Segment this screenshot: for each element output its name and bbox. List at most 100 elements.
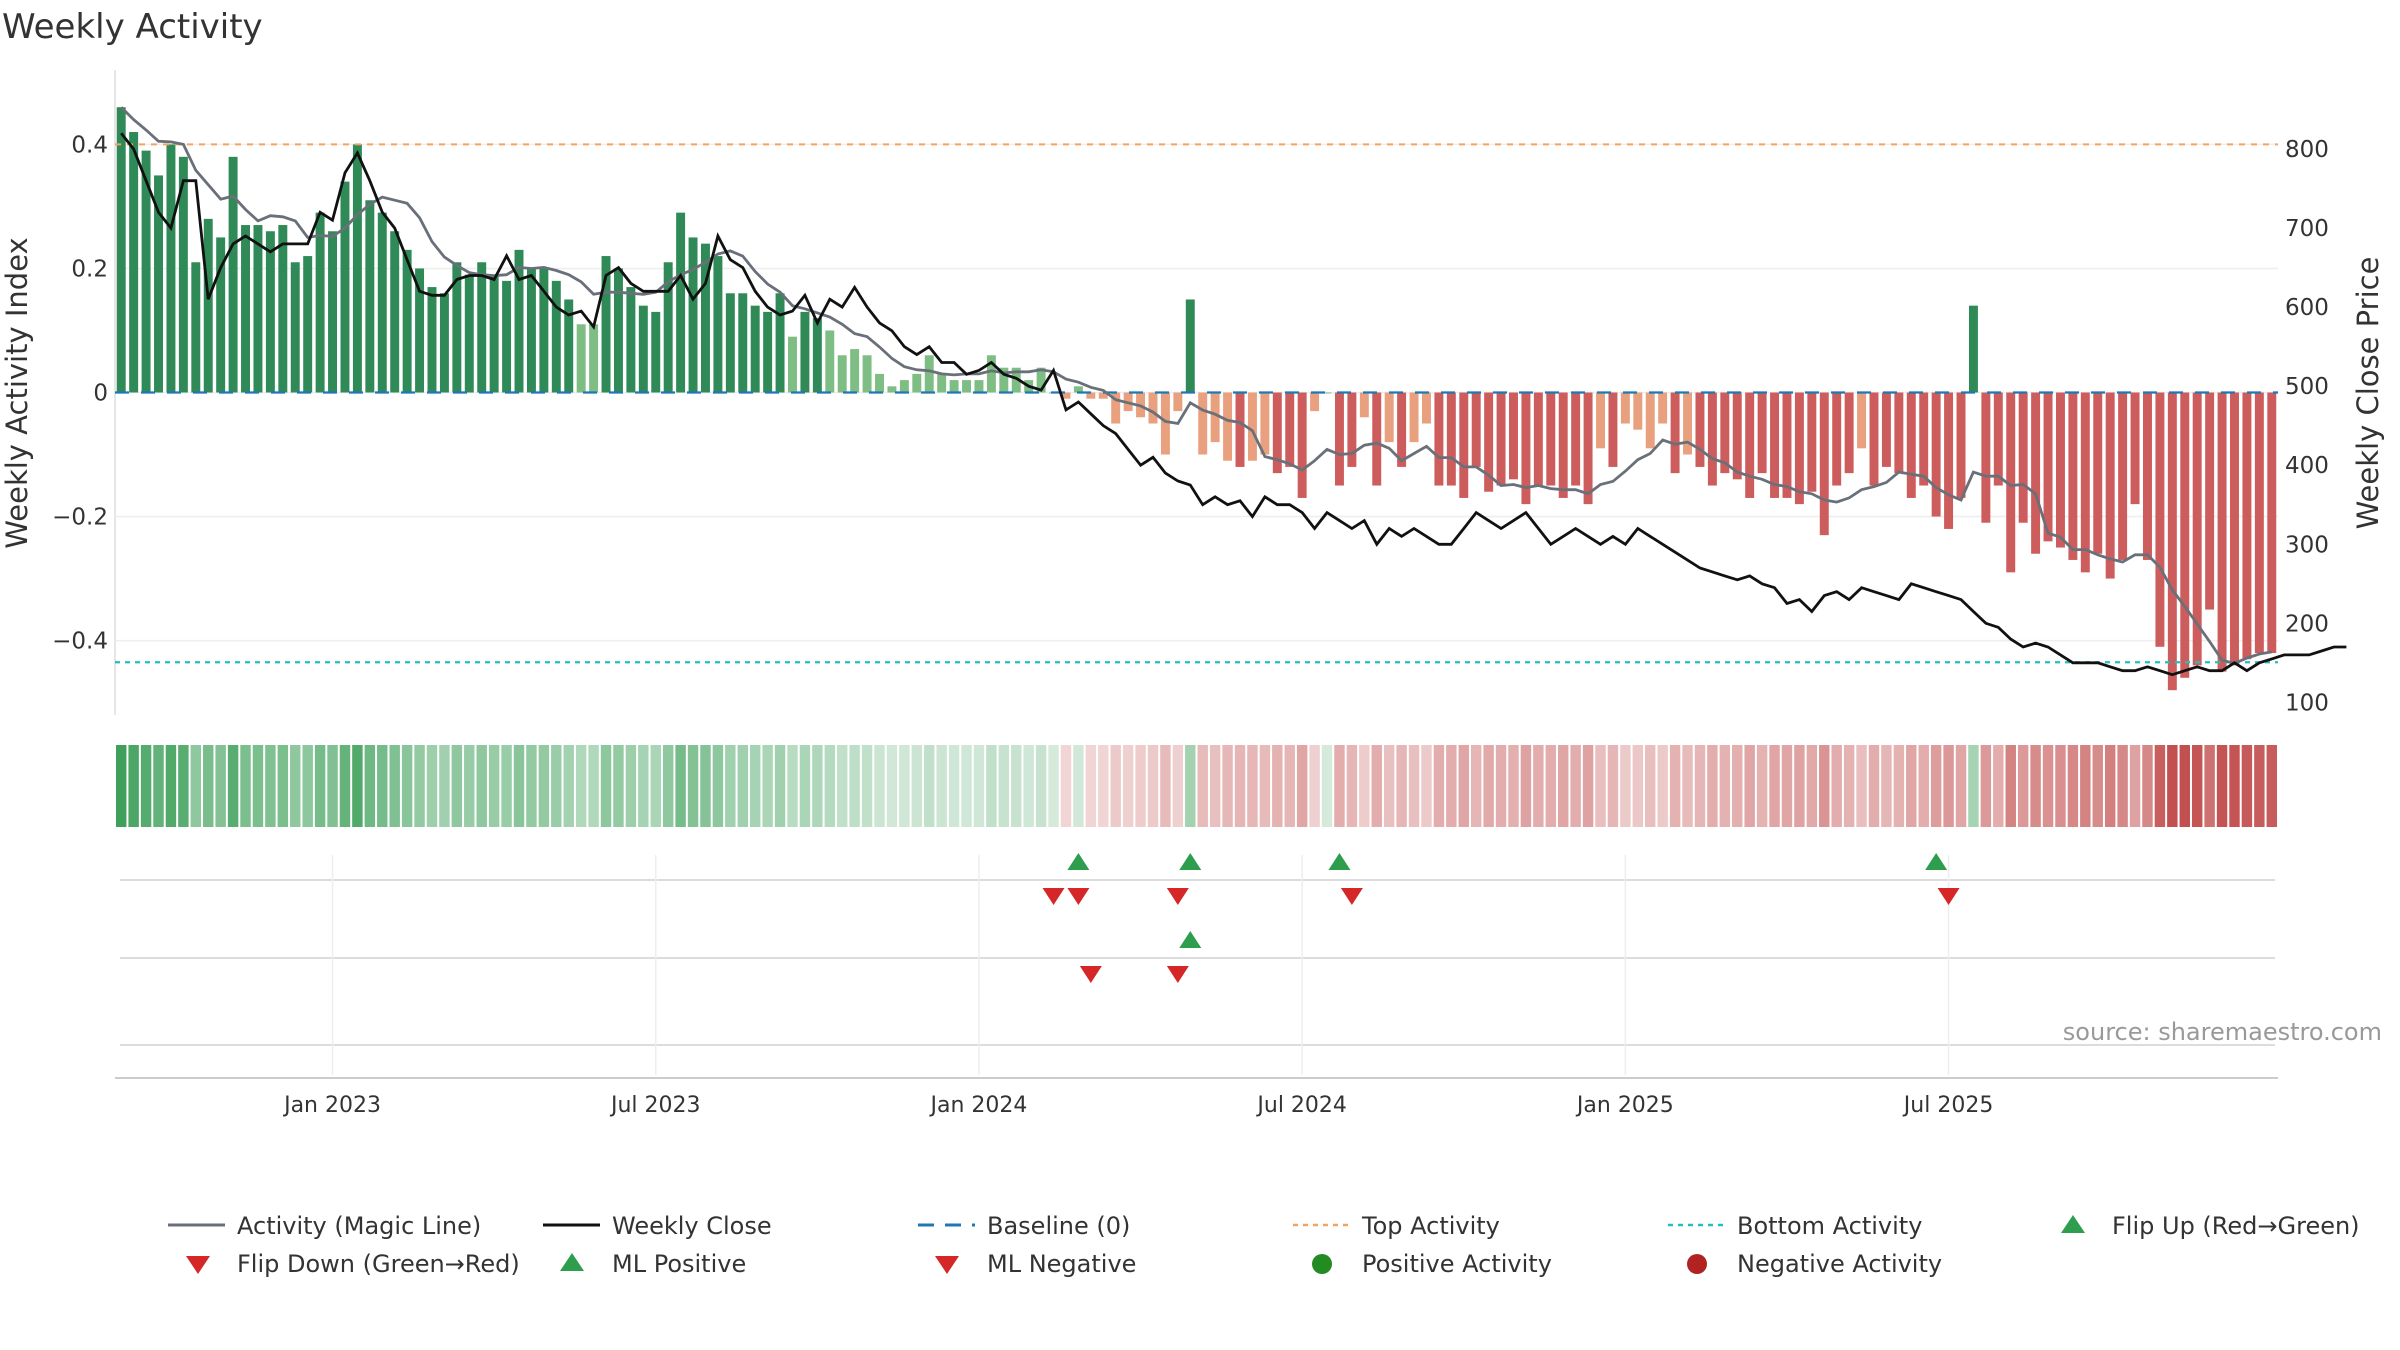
heat-strip-cell [178,745,189,827]
activity-bar [402,249,412,393]
legend-label-baseline: Baseline (0) [987,1212,1130,1240]
activity-bar [1297,392,1307,498]
activity-bar [825,330,835,393]
ml-negative-marker [1079,966,1102,983]
legend-negative-activity-icon [1687,1254,1707,1274]
heat-strip-cell [2080,745,2091,827]
activity-bar [1782,392,1792,498]
left-tick-label: −0.2 [52,505,108,531]
activity-bar [154,175,163,393]
heat-strip-cell [1868,745,1880,827]
heat-strip-cell [215,745,226,827]
legend-item-baseline: Baseline (0) [918,1212,1130,1240]
heat-strip-cell [1247,745,1258,827]
heat-strip-cell [2254,745,2265,827]
heat-strip-cell [2229,745,2240,827]
activity-bar [502,280,512,393]
activity-bar [141,150,151,393]
activity-bar [1322,392,1332,394]
heat-strip-cell [1930,745,1942,827]
activity-heat-strip [115,745,2278,827]
heat-strip-cell [924,745,935,827]
heat-strip-cell [426,745,438,827]
legend-item-bottom-activity: Bottom Activity [1668,1212,1922,1240]
heat-strip-cell [1098,745,1109,827]
heat-strip-cell [1060,745,1072,827]
heat-strip-cell [1893,745,1905,827]
heat-strip-cell [302,745,313,827]
heat-strip-cell [1508,745,1519,827]
activity-bar [1658,392,1668,424]
heat-strip-cell [401,745,413,827]
activity-bar [1695,392,1705,467]
heat-strip-cell [812,745,823,827]
left-tick-label: 0 [93,381,108,407]
heat-strip-cell [551,745,562,827]
activity-bar [2142,392,2152,560]
activity-bar [1098,392,1108,399]
heat-strip-cell [749,745,761,827]
heat-strip-cell [936,745,947,827]
heat-strip-cell [1272,745,1283,827]
activity-bar [2180,392,2190,678]
heat-strip-cell [165,745,177,827]
heat-strip-cell [799,745,811,827]
activity-bar [216,237,226,393]
heat-strip-cell [1794,745,1805,827]
legend-item-ml-positive: ML Positive [560,1250,746,1278]
activity-bar [2217,392,2227,672]
heat-strip-cell [1520,745,1532,827]
heat-strip-cell [1993,745,2004,827]
heat-strip-cell [1359,745,1370,827]
flip-down-marker [1340,888,1363,905]
activity-bar [1720,392,1730,474]
heat-strip-cell [277,745,289,827]
legend: Activity (Magic Line) Weekly Close Basel… [168,1212,2360,1278]
activity-bar [1881,392,1891,467]
activity-bar [265,231,275,393]
right-tick-label: 700 [2285,216,2329,242]
activity-bar [986,355,996,393]
right-axis-ticks: 800 700 600 500 400 300 200 100 [2285,137,2329,716]
heat-strip-cell [1371,745,1382,827]
heat-strip-cell [1458,745,1469,827]
activity-bar [1148,392,1158,424]
heat-strip-cell [1769,745,1780,827]
heat-strip-cell [2154,745,2166,827]
heat-strip-cell [364,745,376,827]
right-tick-label: 200 [2285,611,2329,637]
heat-strip-cell [1035,745,1047,827]
activity-bar [1310,392,1320,412]
heat-strip-cell [265,745,276,827]
activity-bar [1036,367,1046,393]
date-gridlines [331,855,1950,1075]
heat-strip-cell [240,745,251,827]
activity-bar [1160,392,1170,455]
activity-bar [676,212,686,393]
legend-label-flip-down: Flip Down (Green→Red) [237,1250,520,1278]
heat-strip-cell [1707,745,1718,827]
heat-strip-cell [1197,745,1208,827]
activity-bar [1844,392,1854,474]
heat-strip-cell [1222,745,1233,827]
activity-bar [2093,392,2103,554]
flip-up-marker [1067,853,1090,870]
legend-ml-positive-icon [560,1253,584,1271]
activity-bar [788,336,797,393]
heat-strip-cell [1906,745,1917,827]
activity-bar [1235,392,1245,467]
heat-strip-cell [911,745,923,827]
legend-label-negative-activity: Negative Activity [1737,1250,1942,1278]
heat-strip-cell [1570,745,1581,827]
heat-strip-cell [2216,745,2228,827]
activity-bar [924,355,934,393]
activity-bar [2105,392,2115,579]
activity-bar [2031,392,2041,554]
date-tick-label: Jul 2023 [609,1093,701,1118]
heat-strip-cell [1085,745,1097,827]
activity-bar [1272,392,1282,474]
activity-bar [1745,392,1755,498]
activity-bar [1894,392,1904,474]
heat-strip-cell [1756,745,1768,827]
